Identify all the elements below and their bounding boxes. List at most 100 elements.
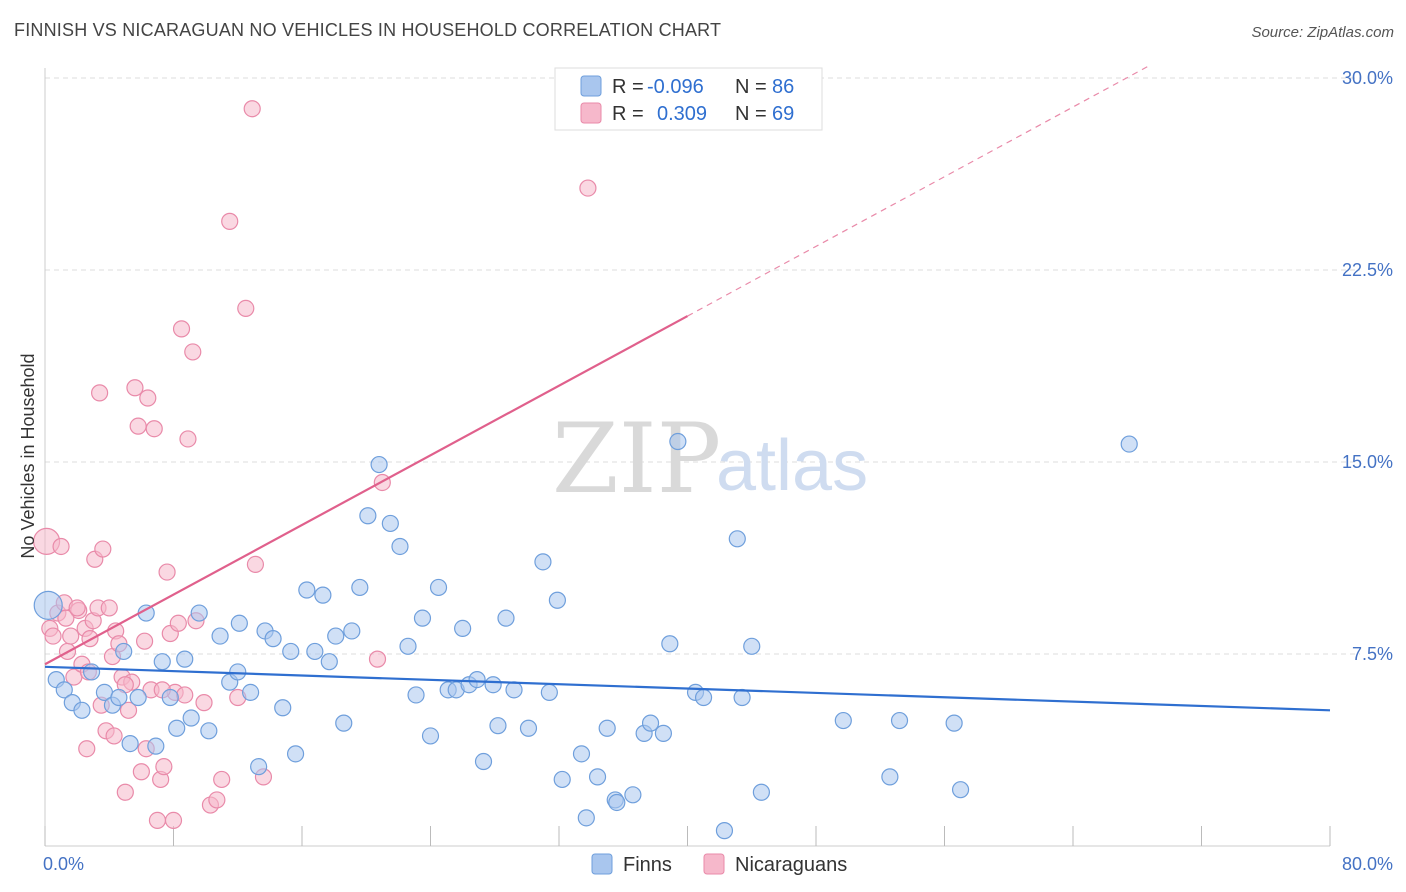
grid-lines <box>45 77 1360 655</box>
finn-point <box>715 822 734 840</box>
nicaraguan-point <box>179 430 197 448</box>
bottom-legend-label-nicaraguans: Nicaraguans <box>735 854 847 876</box>
finn-point <box>505 681 523 699</box>
finn-point <box>110 688 128 707</box>
y-tick-labels: 7.5% 15.0% 22.5% 30.0% <box>1342 68 1393 664</box>
finn-point <box>548 591 566 609</box>
finn-point <box>55 681 73 699</box>
nicaraguan-point <box>579 179 597 197</box>
y-tick-label: 7.5% <box>1352 644 1393 664</box>
nicaraguan-point <box>158 563 176 581</box>
y-tick-label: 22.5% <box>1342 260 1393 280</box>
finn-point <box>1120 435 1138 453</box>
finn-point <box>264 630 282 648</box>
x-tick-label: 80.0% <box>1342 854 1393 874</box>
finn-point <box>73 701 91 719</box>
finn-point <box>553 770 571 789</box>
finn-point <box>421 727 440 745</box>
finn-point <box>743 637 761 655</box>
finn-point <box>182 709 200 727</box>
nicaraguan-point <box>78 740 96 758</box>
finn-point <box>484 676 502 694</box>
finn-point <box>654 724 673 742</box>
finn-point <box>474 752 493 771</box>
finn-point <box>115 642 133 661</box>
finn-point <box>429 578 448 597</box>
y-axis-label: No Vehicles in Household <box>18 353 38 558</box>
nicaraguan-point <box>100 599 118 617</box>
nicaraguan-point <box>368 650 387 668</box>
watermark-zip: ZIP <box>552 403 721 515</box>
nicaraguan-point <box>213 770 231 789</box>
finn-point <box>694 688 713 707</box>
legend-r-value-nicaraguans: 0.309 <box>657 103 707 125</box>
nicaraguan-point <box>132 763 150 781</box>
finn-point <box>641 714 660 732</box>
bottom-legend-swatch-nicaraguans <box>703 853 725 875</box>
finn-point <box>320 653 338 671</box>
finn-point <box>314 586 332 604</box>
nicaraguan-point <box>195 694 213 712</box>
finn-point <box>661 635 679 653</box>
finn-point <box>161 688 179 707</box>
finn-point <box>229 663 247 681</box>
nicaraguan-point <box>94 540 112 558</box>
finn-point <box>176 650 194 668</box>
nicaraguan-point <box>148 811 167 830</box>
finn-point <box>391 537 409 556</box>
finn-point <box>381 514 399 533</box>
finn-point <box>153 653 171 671</box>
nicaraguan-point <box>68 599 86 617</box>
finn-point <box>752 783 770 801</box>
finn-point <box>519 719 538 737</box>
nicaraguan-point <box>208 791 226 809</box>
finn-point <box>190 604 208 622</box>
nicaraguan-point <box>172 320 191 338</box>
finns-trend-line <box>44 665 1331 712</box>
nicaraguan-point <box>52 537 70 556</box>
finn-point <box>881 768 899 786</box>
nicaraguan-point <box>135 632 154 650</box>
nicaraguan-point <box>62 627 80 645</box>
legend-r-value-finns: -0.096 <box>647 76 704 98</box>
nicaraguans-trend-line <box>44 315 689 666</box>
nicaraguan-point <box>169 614 187 632</box>
legend-r-label-finns: R = <box>612 76 644 98</box>
finn-point <box>733 688 751 707</box>
x-tick-labels: 0.0% 80.0% <box>43 854 1393 874</box>
nicaraguan-point <box>119 701 138 719</box>
trend-lines <box>44 64 1331 712</box>
finn-point <box>945 714 963 732</box>
finn-point <box>121 734 139 753</box>
nicaraguan-point <box>221 212 239 230</box>
nicaraguan-point <box>91 384 109 402</box>
finn-point <box>454 619 472 638</box>
chart-title: FINNISH VS NICARAGUAN NO VEHICLES IN HOU… <box>14 20 722 40</box>
top-legend: R = -0.096 N = 86 R = 0.309 N = 69 <box>554 67 823 131</box>
watermark-atlas: atlas <box>716 426 868 506</box>
finn-point <box>282 642 300 661</box>
nicaraguan-point <box>243 100 261 118</box>
legend-n-value-nicaraguans: 69 <box>772 103 794 125</box>
nicaraguan-point <box>145 420 163 438</box>
finn-point <box>540 683 558 702</box>
finn-point <box>588 768 607 786</box>
bottom-legend: Finns Nicaraguans <box>591 853 847 876</box>
finn-point <box>250 758 268 776</box>
finns-points <box>33 432 1138 840</box>
finn-point <box>489 717 507 735</box>
finn-point <box>335 714 353 732</box>
finn-point <box>468 670 486 689</box>
finn-point <box>890 711 909 730</box>
watermark: ZIP atlas <box>552 403 868 515</box>
nicaraguan-point <box>105 727 123 745</box>
finn-point <box>497 609 515 627</box>
finn-point <box>359 507 377 525</box>
finn-point <box>399 637 417 655</box>
nicaraguan-point <box>116 783 134 801</box>
finn-point <box>230 614 248 632</box>
legend-n-value-finns: 86 <box>772 76 794 98</box>
axes <box>44 68 1331 847</box>
finn-point <box>370 455 388 474</box>
